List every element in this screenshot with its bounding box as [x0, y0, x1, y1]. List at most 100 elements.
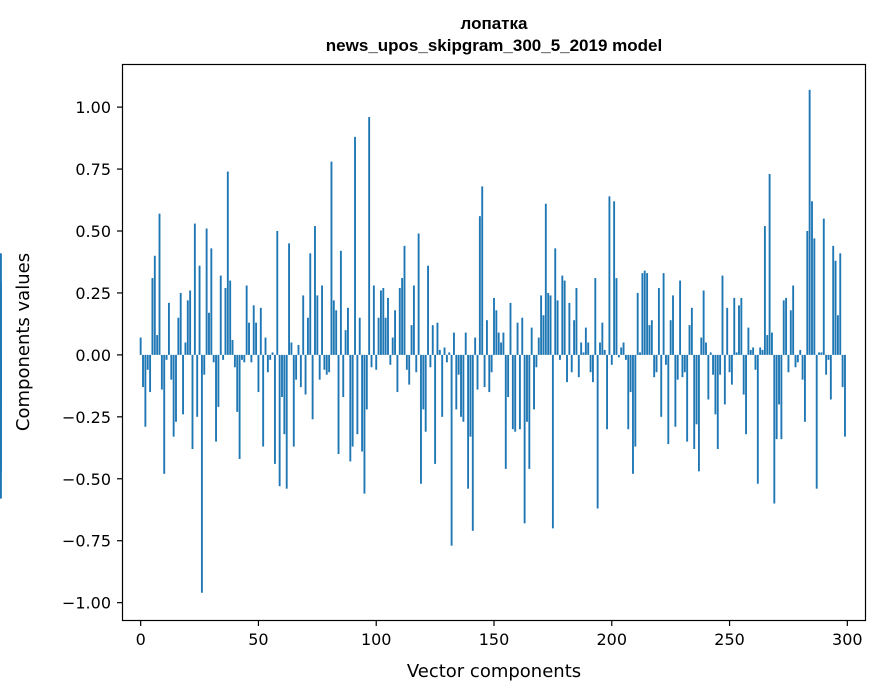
bar [735, 352, 738, 355]
bar [599, 342, 601, 355]
bar [363, 354, 366, 494]
bar [832, 245, 835, 355]
bar [382, 287, 385, 355]
bar [429, 354, 432, 368]
bar [829, 354, 832, 400]
bar [589, 354, 592, 373]
bar [241, 354, 243, 360]
bar [629, 354, 632, 393]
bar [773, 354, 776, 504]
bar [177, 317, 180, 355]
bar [226, 171, 229, 355]
bar [551, 354, 554, 529]
bar [542, 315, 545, 355]
x-tick-label: 50 [248, 630, 268, 649]
bar [311, 354, 314, 420]
bar [0, 283, 2, 355]
bar [389, 354, 392, 365]
bar [422, 354, 425, 410]
bar [151, 278, 154, 355]
bar [495, 310, 498, 355]
bar [469, 354, 472, 437]
bar [255, 322, 258, 355]
bar [453, 332, 455, 355]
bar [398, 287, 401, 355]
bar [170, 354, 173, 380]
bar [292, 354, 295, 447]
bar [250, 354, 253, 363]
bar [266, 354, 269, 373]
bar [455, 354, 458, 410]
bar [358, 317, 361, 355]
bar [372, 285, 375, 355]
bar [405, 354, 408, 370]
bar [719, 354, 722, 375]
bar [238, 354, 241, 459]
y-tick-label: −0.75 [62, 532, 111, 551]
bar [518, 354, 521, 430]
bar [566, 354, 568, 383]
bar [723, 354, 726, 405]
bar [728, 354, 731, 373]
bar [806, 231, 809, 355]
bar [377, 317, 380, 355]
bar [191, 354, 194, 450]
bar [276, 231, 279, 355]
bar [537, 337, 540, 355]
bar [219, 275, 222, 355]
bar [375, 354, 378, 370]
y-tick-label: −0.25 [62, 408, 111, 427]
bar [721, 275, 724, 355]
bar [587, 342, 590, 355]
bar [288, 243, 290, 355]
bar [660, 354, 663, 417]
bar [547, 292, 550, 355]
bar [196, 354, 199, 417]
x-axis-ticks: 0 50 100 150 200 250 300 [136, 620, 863, 649]
bar [738, 305, 740, 355]
bar [504, 354, 507, 469]
bar [756, 354, 759, 484]
bar [160, 354, 163, 390]
bar [502, 332, 505, 355]
bar [676, 354, 679, 380]
bar [827, 354, 830, 360]
bar [606, 354, 608, 430]
y-tick-label: 0.00 [75, 346, 111, 365]
bar [420, 354, 422, 484]
bar [271, 352, 274, 355]
bar [488, 354, 491, 393]
bar [438, 349, 441, 355]
bar [342, 354, 345, 398]
bar [778, 354, 780, 405]
bar [410, 325, 413, 355]
bar [351, 354, 354, 447]
y-tick-label: −0.50 [62, 470, 111, 489]
bar [401, 278, 404, 355]
bar [780, 354, 783, 440]
bar [500, 342, 502, 355]
bar [403, 245, 406, 355]
bar [655, 354, 658, 373]
bar [766, 335, 769, 355]
bar [172, 354, 175, 437]
bar [834, 260, 837, 355]
bar [825, 354, 828, 375]
bar [189, 290, 192, 355]
bar [627, 354, 630, 430]
bar [584, 327, 587, 355]
bar [775, 354, 778, 440]
bar [273, 354, 276, 464]
bar [328, 354, 331, 373]
bar [615, 278, 618, 355]
bar [158, 213, 161, 355]
bar [215, 354, 217, 442]
bar [299, 354, 302, 388]
bar [509, 302, 512, 355]
y-tick-label: 1.00 [75, 98, 111, 117]
bar [624, 354, 627, 360]
bar [490, 354, 493, 373]
bar [745, 354, 747, 435]
bar [205, 228, 208, 355]
